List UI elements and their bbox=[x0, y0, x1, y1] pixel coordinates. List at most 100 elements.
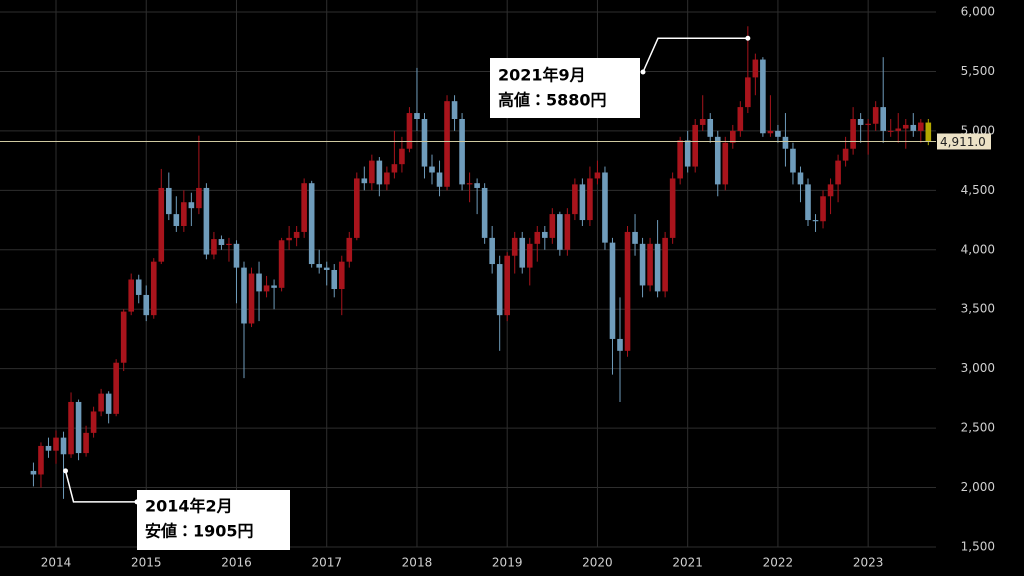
candle-body bbox=[181, 202, 187, 226]
candle-body bbox=[83, 432, 89, 454]
y-tick-label: 3,500 bbox=[961, 302, 995, 316]
candle-body bbox=[271, 285, 277, 288]
candle-body bbox=[677, 140, 683, 179]
x-tick-label: 2019 bbox=[492, 556, 523, 570]
candle-body bbox=[218, 239, 225, 246]
x-tick-label: 2017 bbox=[311, 556, 342, 570]
candle-body bbox=[842, 148, 849, 161]
candle-body bbox=[880, 107, 886, 131]
candle-body bbox=[542, 231, 548, 238]
candle-body bbox=[511, 237, 518, 256]
candle-body bbox=[632, 231, 638, 244]
annotation-text: 安値：1905円 bbox=[145, 522, 254, 541]
candle-body bbox=[820, 196, 826, 222]
candle-body bbox=[918, 122, 924, 131]
y-tick-label: 3,000 bbox=[961, 361, 995, 375]
candle-body bbox=[639, 243, 646, 286]
current-price-label: 4,911.0 bbox=[940, 135, 986, 149]
annotation-text: 2014年2月 bbox=[145, 497, 233, 516]
candle-body bbox=[587, 178, 593, 221]
candle-body bbox=[45, 445, 52, 451]
candle-body bbox=[714, 136, 721, 185]
candle-body bbox=[75, 401, 82, 454]
y-tick-label: 2,000 bbox=[961, 480, 995, 494]
candle-body bbox=[128, 279, 134, 312]
candle-body bbox=[662, 237, 668, 292]
candle-body bbox=[564, 214, 571, 250]
candle-body bbox=[263, 285, 270, 292]
candle-body bbox=[722, 142, 729, 185]
candle-body bbox=[150, 261, 157, 316]
y-tick-label: 1,500 bbox=[961, 540, 995, 554]
candle-body bbox=[910, 124, 917, 131]
candle-body bbox=[760, 59, 766, 134]
candle-body bbox=[414, 113, 420, 119]
candle-body bbox=[534, 231, 541, 244]
candle-body bbox=[925, 122, 932, 142]
candle-body bbox=[451, 101, 458, 119]
candle-body bbox=[158, 187, 165, 262]
annotation-pointer bbox=[64, 470, 137, 503]
candle-body bbox=[692, 124, 698, 167]
candle-body bbox=[429, 166, 435, 173]
candle-body bbox=[286, 237, 292, 241]
candle-body bbox=[669, 178, 676, 238]
candle-body bbox=[481, 187, 488, 238]
y-tick-label: 5,500 bbox=[961, 64, 995, 78]
annotation-text: 高値：5880円 bbox=[498, 91, 607, 110]
x-tick-label: 2021 bbox=[672, 556, 703, 570]
candle-body bbox=[188, 202, 195, 209]
candle-body bbox=[135, 279, 142, 295]
candle-body bbox=[775, 130, 781, 137]
candle-body bbox=[68, 401, 74, 455]
annotation-pointer bbox=[642, 37, 748, 73]
candle-body bbox=[369, 160, 375, 184]
candle-body bbox=[323, 267, 330, 270]
candle-body bbox=[865, 123, 871, 125]
candle-body bbox=[737, 107, 744, 131]
annotation-dot bbox=[640, 69, 646, 75]
candle-body bbox=[887, 130, 894, 132]
candle-body bbox=[519, 237, 526, 268]
candle-body bbox=[797, 172, 804, 185]
annotation-text: 2021年9月 bbox=[498, 66, 586, 85]
candle-body bbox=[90, 411, 97, 433]
candle-body bbox=[226, 243, 232, 246]
candle-body bbox=[572, 184, 578, 215]
candle-body bbox=[421, 119, 428, 167]
x-tick-label: 2015 bbox=[131, 556, 162, 570]
candle-body bbox=[782, 136, 789, 149]
candle-body bbox=[752, 59, 759, 78]
candle-body bbox=[143, 294, 150, 316]
candle-body bbox=[30, 470, 37, 475]
candle-body bbox=[496, 264, 503, 316]
candle-body bbox=[579, 184, 586, 221]
candle-body bbox=[233, 243, 240, 268]
candle-body bbox=[466, 183, 473, 185]
candle-body bbox=[624, 231, 631, 351]
candle-body bbox=[248, 273, 255, 324]
candle-body bbox=[361, 178, 368, 184]
candle-body bbox=[805, 184, 811, 221]
candle-body bbox=[278, 240, 285, 288]
candle-body bbox=[549, 214, 556, 238]
y-tick-label: 4,500 bbox=[961, 183, 995, 197]
candle-body bbox=[707, 119, 714, 137]
candle-body bbox=[346, 237, 353, 262]
y-tick-label: 2,500 bbox=[961, 421, 995, 435]
candle-body bbox=[609, 242, 616, 339]
candle-body bbox=[617, 338, 623, 351]
candle-body bbox=[376, 160, 383, 185]
candle-body bbox=[399, 148, 405, 165]
candle-body bbox=[684, 140, 691, 167]
candle-body bbox=[436, 172, 443, 187]
annotation-box bbox=[137, 490, 290, 550]
candle-body bbox=[391, 164, 398, 173]
candle-body bbox=[594, 172, 601, 179]
candle-body bbox=[827, 184, 834, 197]
candle-body bbox=[647, 243, 653, 286]
candle-body bbox=[526, 243, 533, 268]
y-tick-label: 6,000 bbox=[961, 5, 995, 19]
candle-body bbox=[301, 183, 307, 232]
